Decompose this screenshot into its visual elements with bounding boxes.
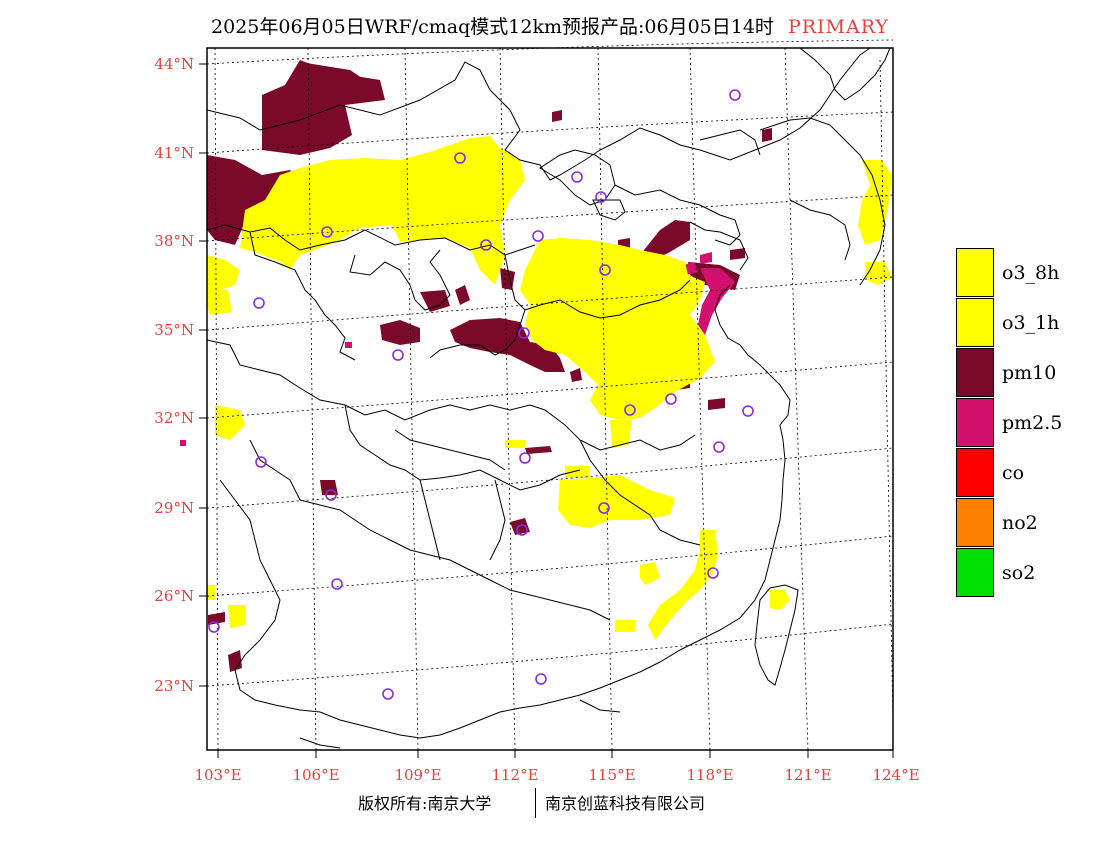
- lat-label-38: 38°N: [154, 232, 194, 250]
- legend-item-o3-1h: o3_1h: [956, 298, 1100, 348]
- copyright-left: 版权所有:南京大学: [358, 794, 492, 813]
- legend-label: o3_1h: [1002, 312, 1060, 334]
- legend-swatch: [956, 248, 994, 297]
- legend-swatch: [956, 298, 994, 347]
- map-title: 2025年06月05日WRF/cmaq模式12km预报产品:06月05日14时 P…: [0, 12, 1100, 39]
- legend-label: o3_8h: [1002, 262, 1060, 284]
- legend-label: no2: [1002, 512, 1038, 534]
- lat-label-35: 35°N: [154, 321, 194, 339]
- legend-item-so2: so2: [956, 548, 1100, 598]
- lon-label-109: 109°E: [394, 766, 442, 784]
- legend-swatch: [956, 548, 994, 597]
- footer-divider: [535, 788, 536, 818]
- legend-swatch: [956, 398, 994, 447]
- legend-swatch: [956, 448, 994, 497]
- legend: o3_8h o3_1h pm10 pm2.5 co no2 so2: [956, 248, 1100, 598]
- lat-label-32: 32°N: [154, 409, 194, 427]
- copyright-right: 南京创蓝科技有限公司: [545, 794, 706, 813]
- title-tag: PRIMARY: [787, 16, 889, 38]
- station-markers: [208, 89, 754, 700]
- legend-label: pm10: [1002, 362, 1057, 384]
- legend-swatch: [956, 498, 994, 547]
- lat-label-29: 29°N: [154, 499, 194, 517]
- map-border: [206, 47, 894, 751]
- legend-item-pm25: pm2.5: [956, 398, 1100, 448]
- boundaries: [206, 47, 891, 749]
- graticule: [206, 39, 894, 751]
- legend-swatch: [956, 348, 994, 397]
- lat-label-41: 41°N: [154, 144, 194, 162]
- lon-label-106: 106°E: [292, 766, 340, 784]
- legend-label: co: [1002, 462, 1025, 484]
- lon-label-118: 118°E: [686, 766, 734, 784]
- lon-label-115: 115°E: [588, 766, 636, 784]
- legend-item-no2: no2: [956, 498, 1100, 548]
- tick-marks: [199, 63, 894, 758]
- lat-label-44: 44°N: [154, 55, 194, 73]
- legend-item-pm10: pm10: [956, 348, 1100, 398]
- lat-label-26: 26°N: [154, 587, 194, 605]
- lat-label-23: 23°N: [154, 677, 194, 695]
- legend-item-co: co: [956, 448, 1100, 498]
- o3-regions: [207, 136, 892, 640]
- lon-label-121: 121°E: [784, 766, 832, 784]
- legend-label: pm2.5: [1002, 412, 1063, 434]
- legend-item-o3-8h: o3_8h: [956, 248, 1100, 298]
- lon-label-112: 112°E: [491, 766, 539, 784]
- title-main: 2025年06月05日WRF/cmaq模式12km预报产品:06月05日14时: [211, 16, 774, 38]
- map-frame: [207, 48, 893, 750]
- lon-label-103: 103°E: [194, 766, 242, 784]
- legend-label: so2: [1002, 562, 1036, 584]
- lon-label-124: 124°E: [872, 766, 920, 784]
